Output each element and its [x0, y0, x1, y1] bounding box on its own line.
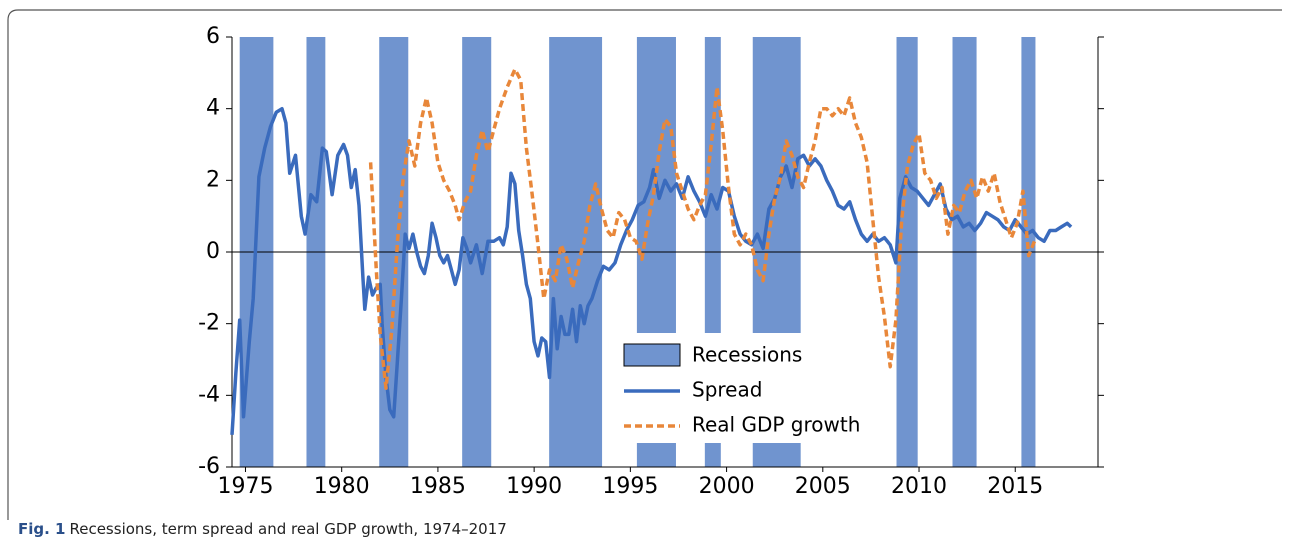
x-tick-label: 1980	[314, 474, 370, 499]
legend-swatch	[623, 343, 681, 367]
legend-label: Spread	[692, 378, 762, 402]
y-tick-label: 0	[206, 239, 220, 264]
caption: Fig. 1 Recessions, term spread and real G…	[18, 520, 507, 538]
y-tick-label: 4	[206, 96, 220, 121]
x-tick-label: 1990	[506, 474, 562, 499]
y-tick-label: 2	[206, 167, 220, 192]
series-line	[230, 106, 1073, 435]
x-tick-label: 2015	[987, 474, 1043, 499]
legend-label: Real GDP growth	[692, 413, 860, 437]
caption-label: Fig. 1	[18, 520, 66, 538]
x-tick-label: 1985	[410, 474, 466, 499]
x-tick-label: 2000	[699, 474, 755, 499]
x-tick-label: 2010	[891, 474, 947, 499]
y-tick-label: 6	[206, 24, 220, 49]
legend-label: Recessions	[692, 343, 802, 367]
x-tick-label: 1975	[217, 474, 273, 499]
y-tick-label: -2	[198, 311, 220, 336]
plot: -6 -4 -2 0 2 4 6 1975 1980 1985 1990 1995 2000 2005 20…	[198, 24, 1104, 499]
y-tick-label: -6	[198, 454, 220, 479]
frame	[7, 9, 1282, 520]
caption-text: Recessions, term spread and real GDP gro…	[69, 520, 507, 538]
x-tick-label: 1995	[602, 474, 658, 499]
x-tick-label: 2005	[795, 474, 851, 499]
series-line	[368, 67, 1037, 390]
y-tick-label: -4	[198, 382, 220, 407]
